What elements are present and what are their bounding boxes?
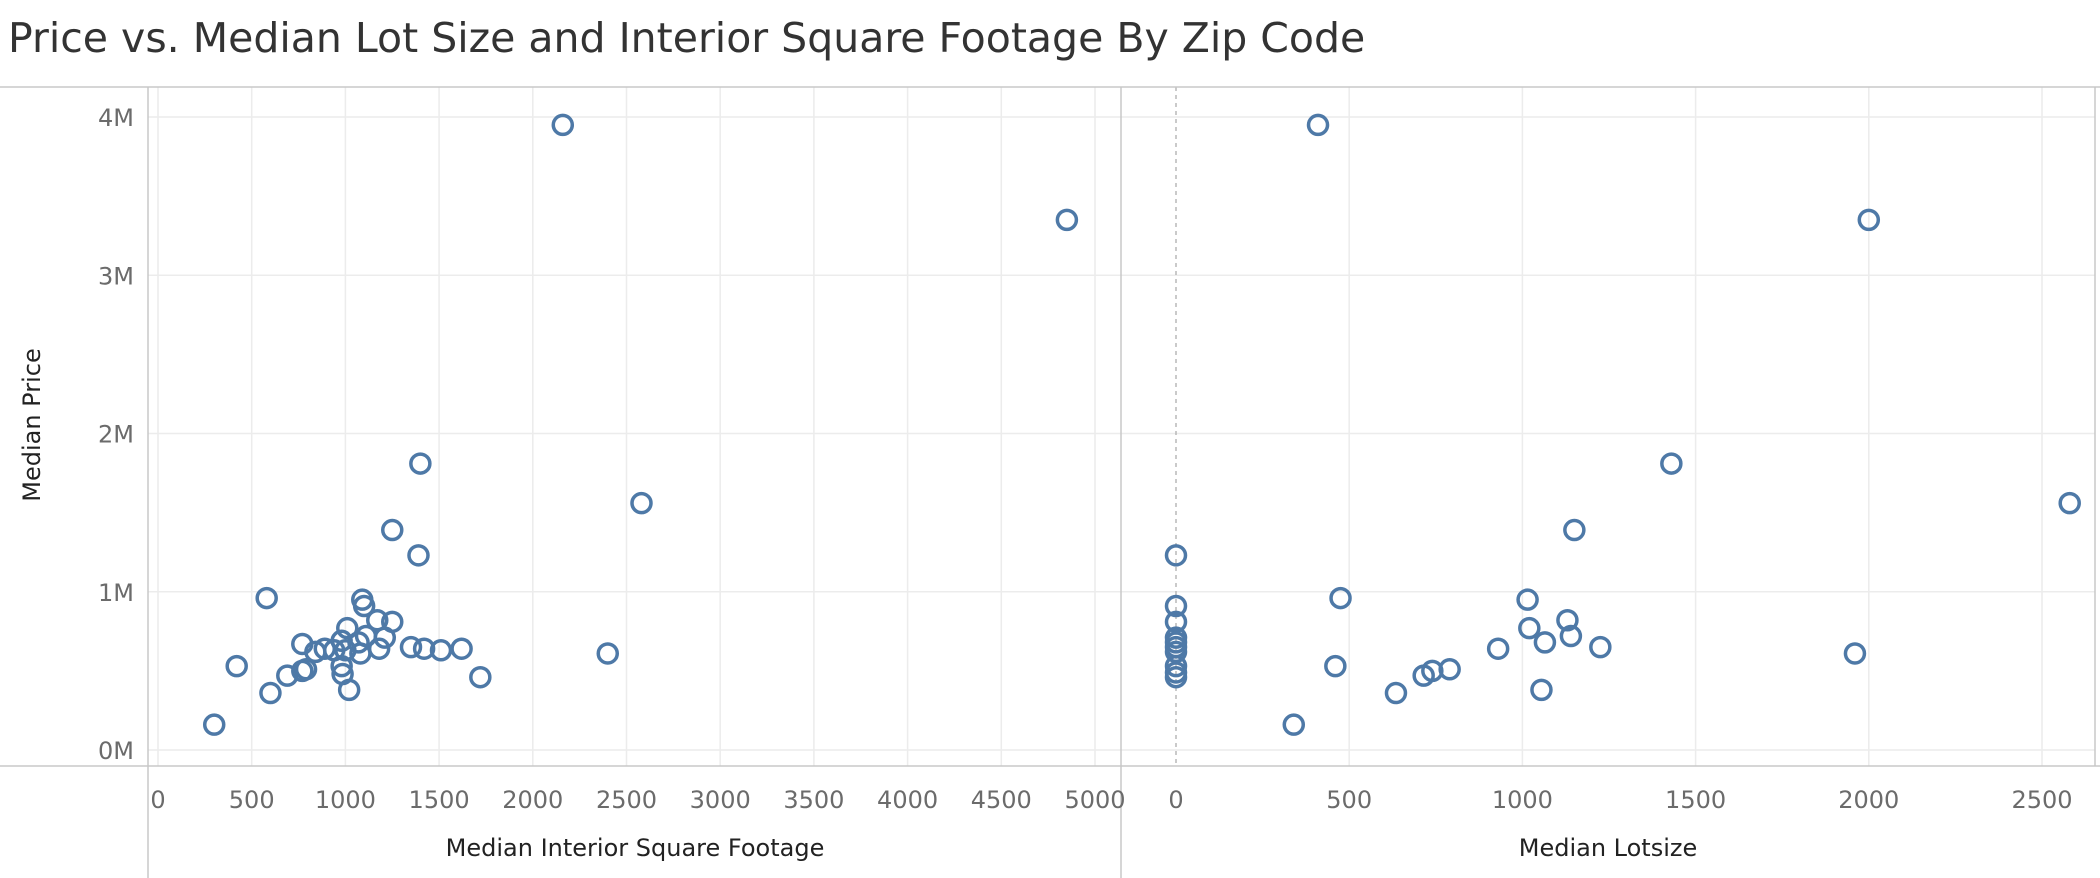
data-point-sqft[interactable]	[202, 713, 226, 736]
x-axis-title-left: Median Interior Square Footage	[446, 834, 825, 862]
data-point-sqft[interactable]	[1055, 208, 1079, 232]
data-point-lotsize[interactable]	[1533, 631, 1557, 654]
data-point-lotsize[interactable]	[1589, 635, 1612, 659]
x-axis-title-right: Median Lotsize	[1519, 834, 1698, 862]
x-tick-label: 1000	[1492, 786, 1553, 814]
data-point-sqft[interactable]	[551, 113, 575, 137]
x-tick-label: 5000	[1064, 786, 1125, 814]
data-point-sqft[interactable]	[407, 544, 430, 567]
data-point-sqft[interactable]	[450, 637, 473, 660]
data-point-lotsize[interactable]	[1164, 594, 1188, 618]
data-point-lotsize[interactable]	[1384, 681, 1408, 705]
data-point-sqft[interactable]	[337, 678, 361, 702]
data-point-lotsize[interactable]	[1164, 665, 1188, 689]
chart-frame	[0, 86, 2100, 878]
x-tick-label: 1000	[315, 786, 376, 814]
data-point-lotsize[interactable]	[1282, 713, 1306, 736]
x-tick-label: 1500	[1665, 786, 1726, 814]
data-point-sqft[interactable]	[336, 616, 359, 640]
data-point-sqft[interactable]	[469, 665, 492, 689]
data-point-lotsize[interactable]	[1857, 208, 1881, 232]
data-point-sqft[interactable]	[399, 635, 423, 659]
data-point-sqft[interactable]	[259, 681, 282, 705]
x-tick-label: 2000	[1838, 786, 1899, 814]
x-tick-label: 4000	[877, 786, 938, 814]
data-point-lotsize[interactable]	[1559, 624, 1583, 648]
y-tick-label: 4M	[98, 104, 134, 132]
data-point-sqft[interactable]	[352, 594, 376, 618]
data-point-lotsize[interactable]	[1324, 654, 1347, 678]
x-tick-label: 500	[1326, 786, 1372, 814]
y-tick-label: 1M	[98, 579, 134, 607]
x-tick-label: 1500	[409, 786, 470, 814]
x-tick-label: 3500	[783, 786, 844, 814]
data-point-lotsize[interactable]	[2058, 491, 2081, 515]
data-point-lotsize[interactable]	[1306, 113, 1330, 137]
data-point-lotsize[interactable]	[1563, 518, 1586, 542]
data-point-lotsize[interactable]	[1438, 658, 1461, 681]
y-axis-title: Median Price	[18, 348, 46, 501]
data-point-sqft[interactable]	[225, 654, 248, 678]
chart-title: Price vs. Median Lot Size and Interior S…	[8, 14, 1366, 62]
data-point-lotsize[interactable]	[1486, 637, 1510, 660]
data-point-sqft[interactable]	[409, 452, 432, 475]
data-point-lotsize[interactable]	[1556, 608, 1579, 632]
y-tick-label: 2M	[98, 421, 134, 449]
x-tick-label: 3000	[690, 786, 751, 814]
y-tick-label: 0M	[98, 737, 134, 765]
data-point-lotsize[interactable]	[1164, 544, 1188, 567]
data-point-sqft[interactable]	[630, 491, 653, 515]
data-point-sqft[interactable]	[596, 642, 620, 665]
x-tick-label: 0	[150, 786, 165, 814]
y-axis-ticks: 0M 1M 2M 3M 4M	[98, 104, 134, 765]
data-point-sqft[interactable]	[381, 518, 404, 542]
data-point-lotsize[interactable]	[1530, 678, 1553, 702]
data-point-lotsize[interactable]	[1329, 586, 1352, 610]
x-tick-label: 2500	[596, 786, 657, 814]
x-tick-label: 0	[1168, 786, 1183, 814]
data-point-sqft[interactable]	[381, 610, 404, 634]
y-tick-label: 3M	[98, 262, 134, 290]
x-axis-ticks: 0 500 1000 1500 2000 2500 3000 3500 4000 4500 5000…	[150, 786, 2072, 814]
x-tick-label: 2000	[502, 786, 563, 814]
data-point-sqft[interactable]	[367, 637, 391, 660]
x-tick-label: 500	[229, 786, 275, 814]
x-tick-label: 2500	[2011, 786, 2072, 814]
data-point-sqft[interactable]	[412, 637, 436, 660]
data-point-sqft[interactable]	[330, 654, 353, 678]
data-point-lotsize[interactable]	[1660, 452, 1683, 475]
data-point-lotsize[interactable]	[1516, 588, 1539, 611]
data-point-lotsize[interactable]	[1164, 654, 1188, 678]
x-tick-label: 4500	[971, 786, 1032, 814]
data-point-sqft[interactable]	[294, 658, 318, 681]
data-point-lotsize[interactable]	[1518, 616, 1541, 640]
data-point-sqft[interactable]	[255, 586, 278, 610]
data-points	[202, 113, 2081, 736]
data-point-lotsize[interactable]	[1843, 642, 1867, 665]
